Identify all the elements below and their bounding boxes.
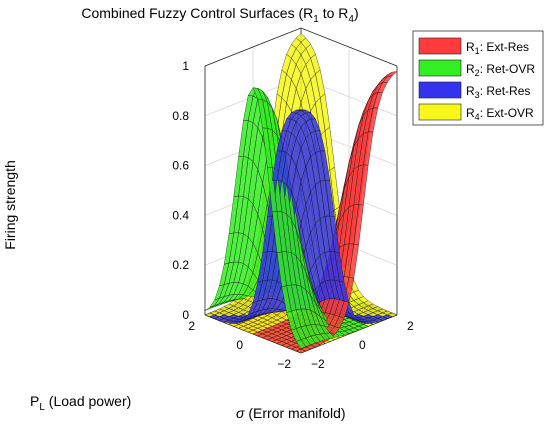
surface-patch-r2 xyxy=(296,339,306,349)
y-tick-label: 0 xyxy=(236,338,243,352)
z-tick-label: 1 xyxy=(182,59,189,73)
surface-patch-r3 xyxy=(296,109,306,111)
x-tick-label: 2 xyxy=(407,319,414,333)
legend-swatch-r2 xyxy=(418,59,462,77)
y-axis-label: PL (Load power) xyxy=(30,393,131,413)
z-axis-label: Firing strength xyxy=(2,160,18,249)
surface-layer xyxy=(204,33,398,354)
legend-label-r4: R4: Ext-OVR xyxy=(466,106,534,122)
legend-swatch-r4 xyxy=(418,103,462,121)
z-tick-label: 0.4 xyxy=(172,208,189,222)
y-tick-label: −2 xyxy=(277,357,291,371)
legend-swatch-r3 xyxy=(418,81,462,99)
legend-label-r3: R3: Ret-Res xyxy=(466,84,530,100)
x-tick-label: −2 xyxy=(311,357,325,371)
x-axis-label: σ (Error manifold) xyxy=(236,405,346,421)
axis-edge xyxy=(204,27,398,67)
legend: R1: Ext-Res R2: Ret-OVR R3: Ret-Res R4: Ext… xyxy=(412,30,544,126)
y-tick-label: 2 xyxy=(188,319,195,333)
z-tick-label: 0.2 xyxy=(172,258,189,272)
z-tick-label: 0.8 xyxy=(172,109,189,123)
z-tick-label: 0 xyxy=(182,308,189,322)
x-tick-label: 0 xyxy=(359,338,366,352)
legend-swatch-r1 xyxy=(418,37,462,55)
surface-patch-r1 xyxy=(296,348,306,354)
z-tick-label: 0.6 xyxy=(172,159,189,173)
legend-label-r2: R2: Ret-OVR xyxy=(466,62,535,78)
tick-layer: 00.20.40.60.81−202−202 xyxy=(172,59,414,371)
chart-title: Combined Fuzzy Control Surfaces (R1 to R… xyxy=(81,5,358,25)
legend-label-r1: R1: Ext-Res xyxy=(466,40,529,56)
